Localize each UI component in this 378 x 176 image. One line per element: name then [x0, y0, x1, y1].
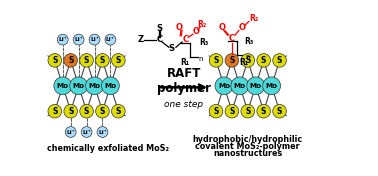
Text: Li⁺: Li⁺ — [90, 37, 99, 42]
Circle shape — [89, 34, 100, 45]
Text: Mo: Mo — [104, 83, 116, 89]
Circle shape — [225, 104, 239, 118]
Text: Li⁺: Li⁺ — [58, 37, 67, 42]
Text: hydrophobic/hydrophilic: hydrophobic/hydrophilic — [193, 135, 303, 144]
Circle shape — [48, 54, 62, 67]
Text: S: S — [261, 56, 266, 65]
Text: polymer: polymer — [156, 82, 211, 95]
Circle shape — [64, 54, 77, 67]
Circle shape — [70, 77, 88, 95]
Text: O: O — [192, 27, 200, 36]
Text: Mo: Mo — [266, 83, 277, 89]
Text: Li⁺: Li⁺ — [82, 130, 91, 134]
Text: S: S — [156, 24, 163, 33]
Text: nanostructures: nanostructures — [213, 149, 282, 158]
Text: n: n — [246, 54, 250, 61]
Text: Z: Z — [138, 35, 144, 44]
Text: C: C — [156, 35, 163, 44]
Circle shape — [209, 104, 223, 118]
Text: R₂: R₂ — [249, 14, 258, 23]
Circle shape — [112, 54, 125, 67]
Circle shape — [96, 54, 109, 67]
Circle shape — [54, 77, 72, 95]
Text: Mo: Mo — [234, 83, 246, 89]
Text: S: S — [100, 56, 105, 65]
Circle shape — [112, 104, 125, 118]
Text: S: S — [168, 44, 174, 53]
Circle shape — [57, 34, 68, 45]
Text: Mo: Mo — [73, 83, 85, 89]
Text: Li⁺: Li⁺ — [106, 37, 115, 42]
Text: S: S — [277, 56, 282, 65]
Text: S: S — [84, 56, 89, 65]
Circle shape — [80, 54, 93, 67]
Circle shape — [273, 54, 287, 67]
Circle shape — [64, 104, 77, 118]
Text: covalent MoS₂-polymer: covalent MoS₂-polymer — [195, 142, 300, 151]
Text: S: S — [52, 56, 57, 65]
Circle shape — [273, 104, 287, 118]
Text: R₃: R₃ — [199, 38, 208, 47]
Text: S: S — [100, 107, 105, 116]
Circle shape — [241, 54, 255, 67]
Text: Li⁺: Li⁺ — [66, 130, 75, 134]
Circle shape — [209, 54, 223, 67]
Circle shape — [257, 104, 271, 118]
Text: S: S — [261, 107, 266, 116]
Text: O: O — [175, 23, 183, 32]
Circle shape — [85, 77, 104, 95]
Text: C: C — [182, 35, 188, 44]
Circle shape — [241, 104, 255, 118]
Circle shape — [80, 104, 93, 118]
Text: S: S — [277, 107, 282, 116]
Text: S: S — [213, 107, 219, 116]
Circle shape — [81, 127, 92, 137]
Circle shape — [102, 77, 119, 95]
Circle shape — [105, 34, 116, 45]
Text: Mo: Mo — [88, 83, 101, 89]
Text: R₁: R₁ — [180, 58, 189, 67]
Text: Mo: Mo — [250, 83, 262, 89]
Circle shape — [215, 77, 233, 95]
Circle shape — [231, 77, 249, 95]
Circle shape — [96, 104, 109, 118]
Text: R₁: R₁ — [240, 58, 249, 67]
Text: R₃: R₃ — [244, 37, 254, 46]
Text: Mo: Mo — [218, 83, 230, 89]
Text: Li⁺: Li⁺ — [74, 37, 83, 42]
Text: O: O — [239, 23, 245, 32]
Circle shape — [225, 54, 239, 67]
Text: S: S — [116, 107, 121, 116]
Text: S: S — [245, 56, 251, 65]
Text: S: S — [229, 56, 235, 65]
Text: Li⁺: Li⁺ — [98, 130, 107, 134]
Circle shape — [263, 77, 280, 95]
Text: n: n — [198, 56, 203, 62]
Text: Mo: Mo — [57, 83, 69, 89]
Text: S: S — [245, 107, 251, 116]
Text: C: C — [229, 34, 235, 43]
Circle shape — [97, 127, 108, 137]
Circle shape — [65, 127, 76, 137]
Circle shape — [247, 77, 265, 95]
Text: O: O — [219, 23, 226, 32]
Text: RAFT: RAFT — [166, 67, 201, 80]
Text: S: S — [116, 56, 121, 65]
Text: S: S — [68, 107, 73, 116]
Text: S: S — [213, 56, 219, 65]
Text: S: S — [68, 56, 73, 65]
Text: chemically exfoliated MoS₂: chemically exfoliated MoS₂ — [47, 144, 169, 153]
Text: S: S — [84, 107, 89, 116]
Text: R₂: R₂ — [198, 20, 207, 29]
Text: one step: one step — [164, 100, 203, 109]
Circle shape — [257, 54, 271, 67]
Text: S: S — [52, 107, 57, 116]
Circle shape — [73, 34, 84, 45]
Circle shape — [48, 104, 62, 118]
Text: S: S — [229, 107, 235, 116]
